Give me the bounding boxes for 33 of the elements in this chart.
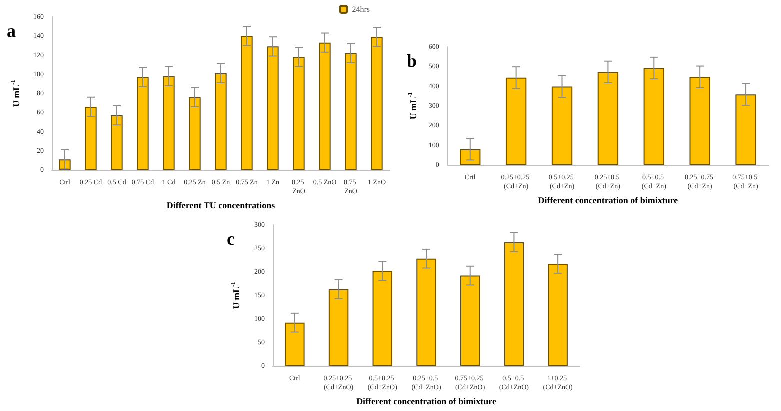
chart-title: a (7, 21, 16, 41)
bar (163, 76, 175, 170)
bar (690, 77, 710, 166)
bar (189, 97, 201, 170)
bar (267, 46, 279, 170)
x-axis-title: Different TU concentrations (166, 200, 276, 210)
bar (506, 78, 527, 166)
bar (285, 322, 305, 366)
bar (416, 258, 436, 366)
bar (85, 106, 97, 170)
bar (371, 37, 383, 170)
bar (598, 72, 619, 166)
bar (137, 77, 149, 170)
bar (111, 116, 123, 170)
bar (241, 36, 253, 170)
bar (552, 86, 573, 166)
bar (319, 42, 331, 170)
chart-title: c (227, 229, 235, 249)
legend-label: 24hrs (352, 5, 370, 14)
bar (736, 94, 756, 166)
bar (504, 242, 524, 366)
x-axis-title: Different concentration of bimixture (538, 196, 678, 206)
bar (293, 57, 305, 170)
chart-title: b (407, 51, 418, 71)
bar (345, 53, 357, 170)
bar (328, 289, 349, 366)
bar (372, 271, 393, 366)
bar (644, 68, 664, 166)
x-axis-title: Different concentration of bimixture (356, 396, 496, 406)
bar (215, 73, 227, 170)
bar (460, 149, 481, 166)
bar (548, 264, 568, 366)
bar (460, 276, 480, 366)
